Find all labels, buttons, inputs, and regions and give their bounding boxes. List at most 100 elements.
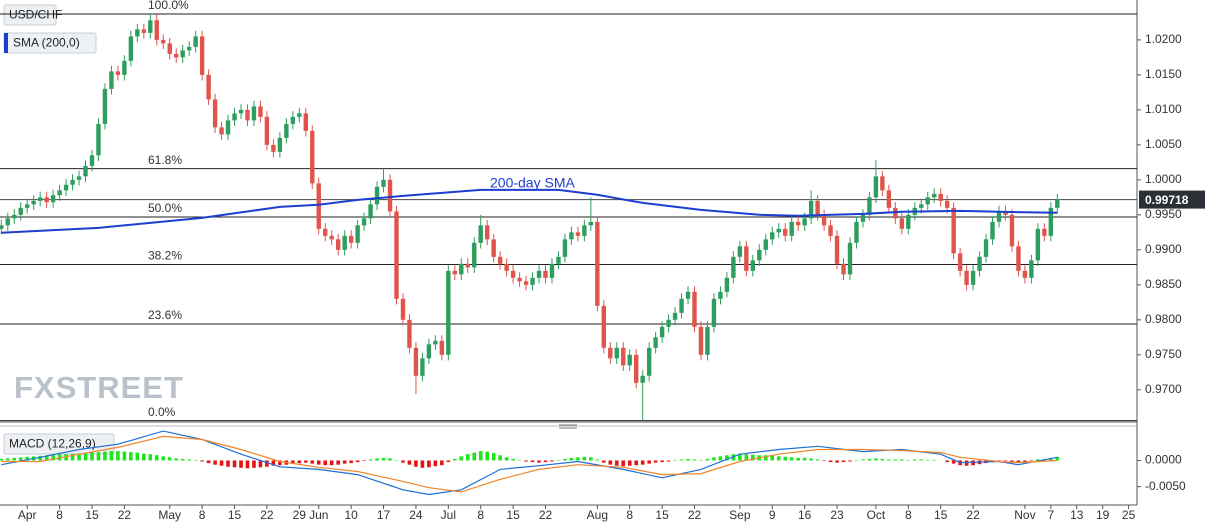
histogram-bar <box>517 459 522 461</box>
candle-body <box>323 228 328 236</box>
x-tick-label: 13 <box>1070 508 1084 522</box>
histogram-bar <box>751 454 755 461</box>
candle-body <box>297 113 302 117</box>
candle-body <box>957 253 963 271</box>
x-tick-label: 7 <box>1047 508 1054 522</box>
legend-title: USD/CHF <box>9 8 62 22</box>
fib-label: 50.0% <box>148 201 182 215</box>
histogram-bar <box>232 460 237 468</box>
histogram-bar <box>848 460 852 462</box>
histogram-bar <box>511 458 515 461</box>
candle-body <box>990 221 995 240</box>
candle-body <box>141 29 147 33</box>
candle-body <box>705 326 710 355</box>
histogram-bar <box>77 453 81 461</box>
histogram-bar <box>226 460 230 467</box>
candle-body <box>795 221 801 226</box>
candle-body <box>860 214 866 222</box>
histogram-bar <box>887 459 891 461</box>
candle-body <box>1009 214 1015 247</box>
candle-body <box>251 106 257 121</box>
candle-body <box>549 263 555 278</box>
histogram-bar <box>835 460 839 463</box>
histogram-bar <box>401 460 405 463</box>
histogram-bar <box>1003 460 1008 461</box>
histogram-bar <box>329 460 334 466</box>
candle-body <box>608 347 613 359</box>
y-tick-label: 0.9900 <box>1145 242 1182 256</box>
histogram-bar <box>712 457 716 461</box>
histogram-bar <box>420 460 425 468</box>
histogram-bar <box>614 460 619 466</box>
histogram-bar <box>893 459 898 461</box>
x-tick-label: Nov <box>1014 508 1035 522</box>
histogram-bar <box>303 460 308 463</box>
histogram-bar <box>705 458 710 461</box>
histogram-bar <box>1055 456 1060 461</box>
histogram-bar <box>900 459 904 461</box>
candle-body <box>109 71 114 89</box>
histogram-bar <box>25 456 30 461</box>
histogram-bar <box>660 460 664 463</box>
candle-body <box>148 20 153 33</box>
candle-body <box>290 116 296 124</box>
histogram-bar <box>906 459 911 461</box>
candle-body <box>478 225 483 243</box>
x-tick-label: Aug <box>587 508 608 522</box>
candle-body <box>57 190 62 196</box>
candle-body <box>932 193 937 198</box>
candle-body <box>614 347 619 359</box>
candle-body <box>504 263 509 271</box>
histogram-bar <box>919 459 924 461</box>
histogram-bar <box>193 459 198 461</box>
candle-body <box>1029 260 1034 278</box>
x-tick-label: 15 <box>228 508 242 522</box>
candle-body <box>186 46 192 51</box>
legend-box <box>3 4 57 26</box>
candle-body <box>653 337 658 348</box>
histogram-bar <box>556 459 561 461</box>
candle-body <box>439 340 445 355</box>
histogram-bar <box>569 457 574 461</box>
histogram-bar <box>867 458 872 461</box>
fib-label: 61.8% <box>148 153 182 167</box>
candle-body <box>938 193 943 201</box>
histogram-bar <box>822 460 826 461</box>
candle-body <box>821 214 827 226</box>
histogram-bar <box>129 452 133 461</box>
histogram-bar <box>265 460 269 467</box>
candle-body <box>724 277 730 292</box>
candle-body <box>627 354 632 366</box>
histogram-bar <box>595 459 600 461</box>
histogram-bar <box>414 460 418 467</box>
x-tick-label: 8 <box>905 508 912 522</box>
histogram-bar <box>174 458 179 461</box>
candle-body <box>31 200 36 205</box>
histogram-bar <box>362 460 366 461</box>
candle-body <box>484 225 490 240</box>
histogram-bar <box>103 451 107 461</box>
y-tick-label: 0.0000 <box>1145 453 1182 467</box>
candle-body <box>394 211 399 299</box>
candle-body <box>472 242 477 268</box>
histogram-bar <box>802 457 807 461</box>
candle-body <box>536 270 542 278</box>
histogram-bar <box>783 456 788 461</box>
y-tick-label: 1.0100 <box>1145 102 1182 116</box>
candle-body <box>167 43 172 54</box>
histogram-bar <box>543 460 548 463</box>
histogram-bar <box>427 460 431 468</box>
x-tick-label: 15 <box>85 508 99 522</box>
candle-body <box>692 291 697 327</box>
histogram-bar <box>699 459 703 461</box>
candle-body <box>76 176 82 180</box>
histogram-bar <box>239 460 243 468</box>
price-label-box <box>1139 190 1205 209</box>
histogram-bar <box>718 456 723 461</box>
candle-body <box>640 375 645 383</box>
histogram-bar <box>854 459 859 461</box>
candle-body <box>925 197 930 205</box>
candle-body <box>1022 270 1028 278</box>
candle-body <box>381 179 386 187</box>
x-tick-label: 8 <box>56 508 63 522</box>
